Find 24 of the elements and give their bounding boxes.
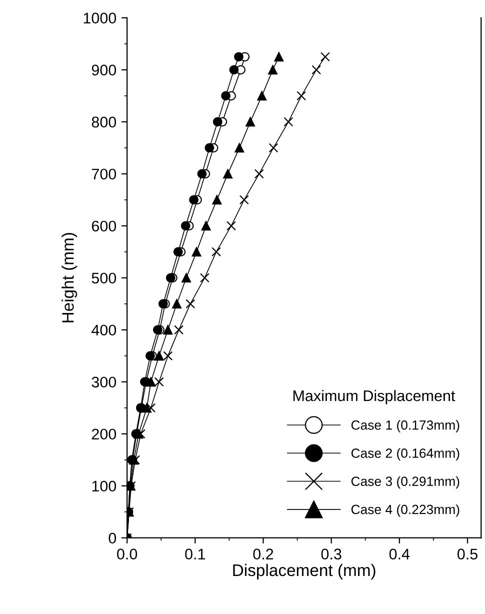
y-tick-label: 500 — [92, 272, 116, 284]
x-tick-label: 0.2 — [253, 548, 274, 560]
x-tick-label: 0.1 — [185, 548, 206, 560]
y-tick-label: 100 — [92, 480, 116, 492]
y-tick-label: 400 — [92, 324, 116, 336]
x-tick-label: 0.3 — [321, 548, 342, 560]
legend-label: Case 1 (0.173mm) — [351, 420, 460, 432]
y-tick-label: 700 — [92, 168, 116, 180]
x-tick-label: 0.4 — [389, 548, 410, 560]
y-axis-title: Height (mm) — [62, 233, 78, 322]
y-tick-label: 600 — [92, 220, 116, 232]
x-tick-label: 0.5 — [457, 548, 478, 560]
y-tick-label: 200 — [92, 428, 116, 440]
y-tick-label: 800 — [92, 116, 116, 128]
y-tick-label: 1000 — [84, 12, 116, 24]
y-tick-label: 900 — [92, 64, 116, 76]
x-tick-label: 0.0 — [117, 548, 138, 560]
legend-label: Case 2 (0.164mm) — [351, 448, 460, 460]
x-axis-title: Displacement (mm) — [233, 564, 376, 580]
y-tick-label: 0 — [108, 532, 116, 544]
legend-title: Maximum Displacement — [293, 390, 456, 404]
legend-label: Case 3 (0.291mm) — [351, 476, 460, 489]
legend-label: Case 4 (0.223mm) — [351, 504, 460, 517]
y-tick-label: 300 — [92, 376, 116, 388]
